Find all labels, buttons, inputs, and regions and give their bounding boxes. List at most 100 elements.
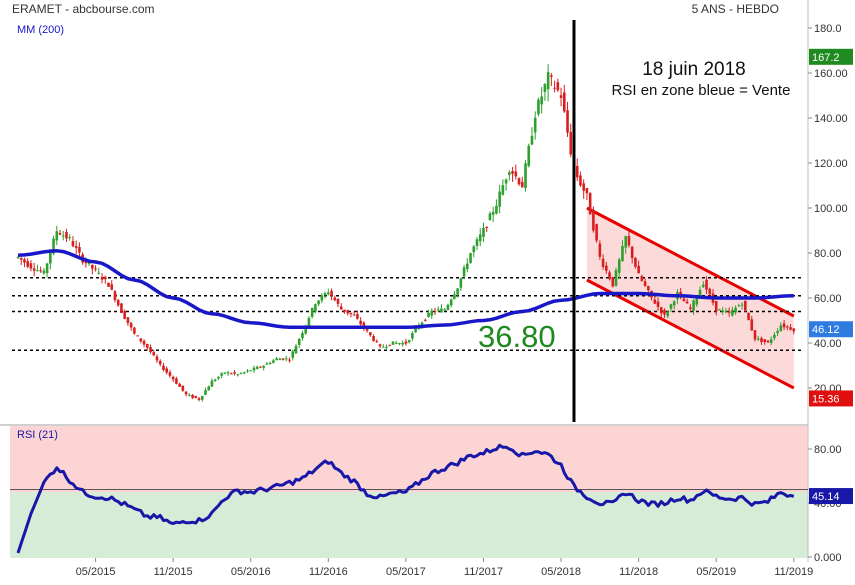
candle-body (698, 289, 702, 299)
candle-body (527, 145, 531, 166)
candle-body (779, 325, 783, 331)
candle-body (404, 341, 408, 344)
candle-body (191, 394, 194, 398)
candle-body (71, 241, 75, 247)
candle-body (317, 300, 320, 305)
price-candles (16, 64, 796, 402)
candle-body (175, 378, 178, 384)
candle-body (756, 338, 760, 340)
candle-body (740, 304, 744, 306)
candle-body (537, 99, 540, 115)
candle-body (58, 233, 62, 235)
candle-body (446, 304, 450, 310)
candle-body (453, 294, 456, 299)
candle-body (546, 72, 550, 90)
x-tick-label: 05/2019 (696, 566, 736, 578)
price-tick-label: 60.00 (814, 293, 842, 305)
candle-body (369, 332, 372, 336)
candle-body (731, 309, 734, 316)
candle-body (727, 311, 731, 313)
candle-body (217, 376, 220, 379)
price-tick-label: 40.00 (814, 338, 842, 350)
candle-body (284, 358, 288, 360)
candle-body (19, 257, 23, 260)
candle-body (624, 236, 628, 248)
channel-lower-line (586, 278, 795, 390)
candle-body (789, 327, 792, 330)
candle-body (708, 288, 712, 295)
candle-body (608, 272, 611, 280)
candle-body (714, 300, 718, 312)
candle-body (146, 344, 149, 348)
candle-body (724, 311, 728, 313)
candle-body (682, 298, 686, 302)
candle-body (718, 309, 721, 311)
x-tick-label: 05/2015 (76, 566, 116, 578)
candle-body (91, 264, 94, 269)
candle-body (407, 340, 411, 343)
candle-body (158, 360, 162, 365)
candle-body (630, 246, 634, 259)
candle-body (278, 358, 282, 361)
candle-body (162, 365, 165, 371)
candle-body (398, 343, 401, 345)
candle-body (666, 311, 670, 317)
candle-body (275, 358, 278, 361)
candle-body (45, 263, 49, 273)
candle-body (786, 326, 789, 328)
candle-body (49, 252, 52, 264)
candle-body (346, 309, 350, 314)
candle-body (617, 259, 621, 273)
candle-body (485, 226, 489, 228)
candle-body (394, 342, 398, 344)
candle-body (107, 282, 110, 287)
candle-body (769, 339, 773, 343)
candle-body (184, 391, 188, 395)
candle-body (68, 237, 72, 239)
candle-body (61, 235, 65, 237)
candle-body (420, 322, 424, 326)
x-axis-ticks: 05/2015 11/2015 05/2016 11/2016 05/2017 11/20… (76, 558, 813, 578)
candle-body (737, 305, 741, 307)
candle-body (482, 227, 485, 237)
candle-body (213, 379, 217, 382)
candle-body (766, 340, 770, 343)
candle-body (236, 374, 240, 376)
candle-body (653, 299, 657, 304)
candle-body (297, 338, 301, 345)
badge-high-text: 167.2 (812, 52, 840, 64)
candle-body (352, 314, 356, 316)
candle-body (659, 307, 663, 314)
badge-high-bg (809, 48, 853, 65)
candle-body (307, 318, 311, 327)
moving-average-layer (17, 249, 794, 330)
candle-body (782, 323, 786, 328)
candle-body (643, 281, 647, 286)
candle-body (94, 268, 97, 270)
candle-body (514, 171, 518, 177)
candle-body (614, 270, 618, 286)
candle-body (459, 278, 463, 288)
candle-body (39, 270, 42, 272)
candle-body (116, 299, 120, 306)
candle-body (242, 372, 246, 374)
price-tick-label: 100.00 (814, 203, 848, 215)
candle-body (281, 358, 285, 360)
candle-body (705, 279, 708, 290)
price-badges: 167.2 46.12 15.36 45.14 (809, 48, 853, 505)
rsi-overbought-zone (10, 426, 808, 492)
candle-body (87, 262, 91, 264)
candle-body (255, 366, 259, 370)
candle-body (194, 395, 198, 398)
candle-body (249, 370, 253, 372)
candle-body (288, 359, 291, 361)
candle-body (204, 390, 207, 395)
candle-body (679, 291, 682, 296)
candle-body (556, 82, 560, 91)
price-tick-label: 160.00 (814, 68, 848, 80)
price-tick-label: 180.0 (814, 23, 842, 35)
candle-body (32, 268, 36, 271)
badge-low-text: 15.36 (812, 393, 840, 405)
candle-body (776, 330, 779, 334)
candle-body (553, 87, 556, 89)
